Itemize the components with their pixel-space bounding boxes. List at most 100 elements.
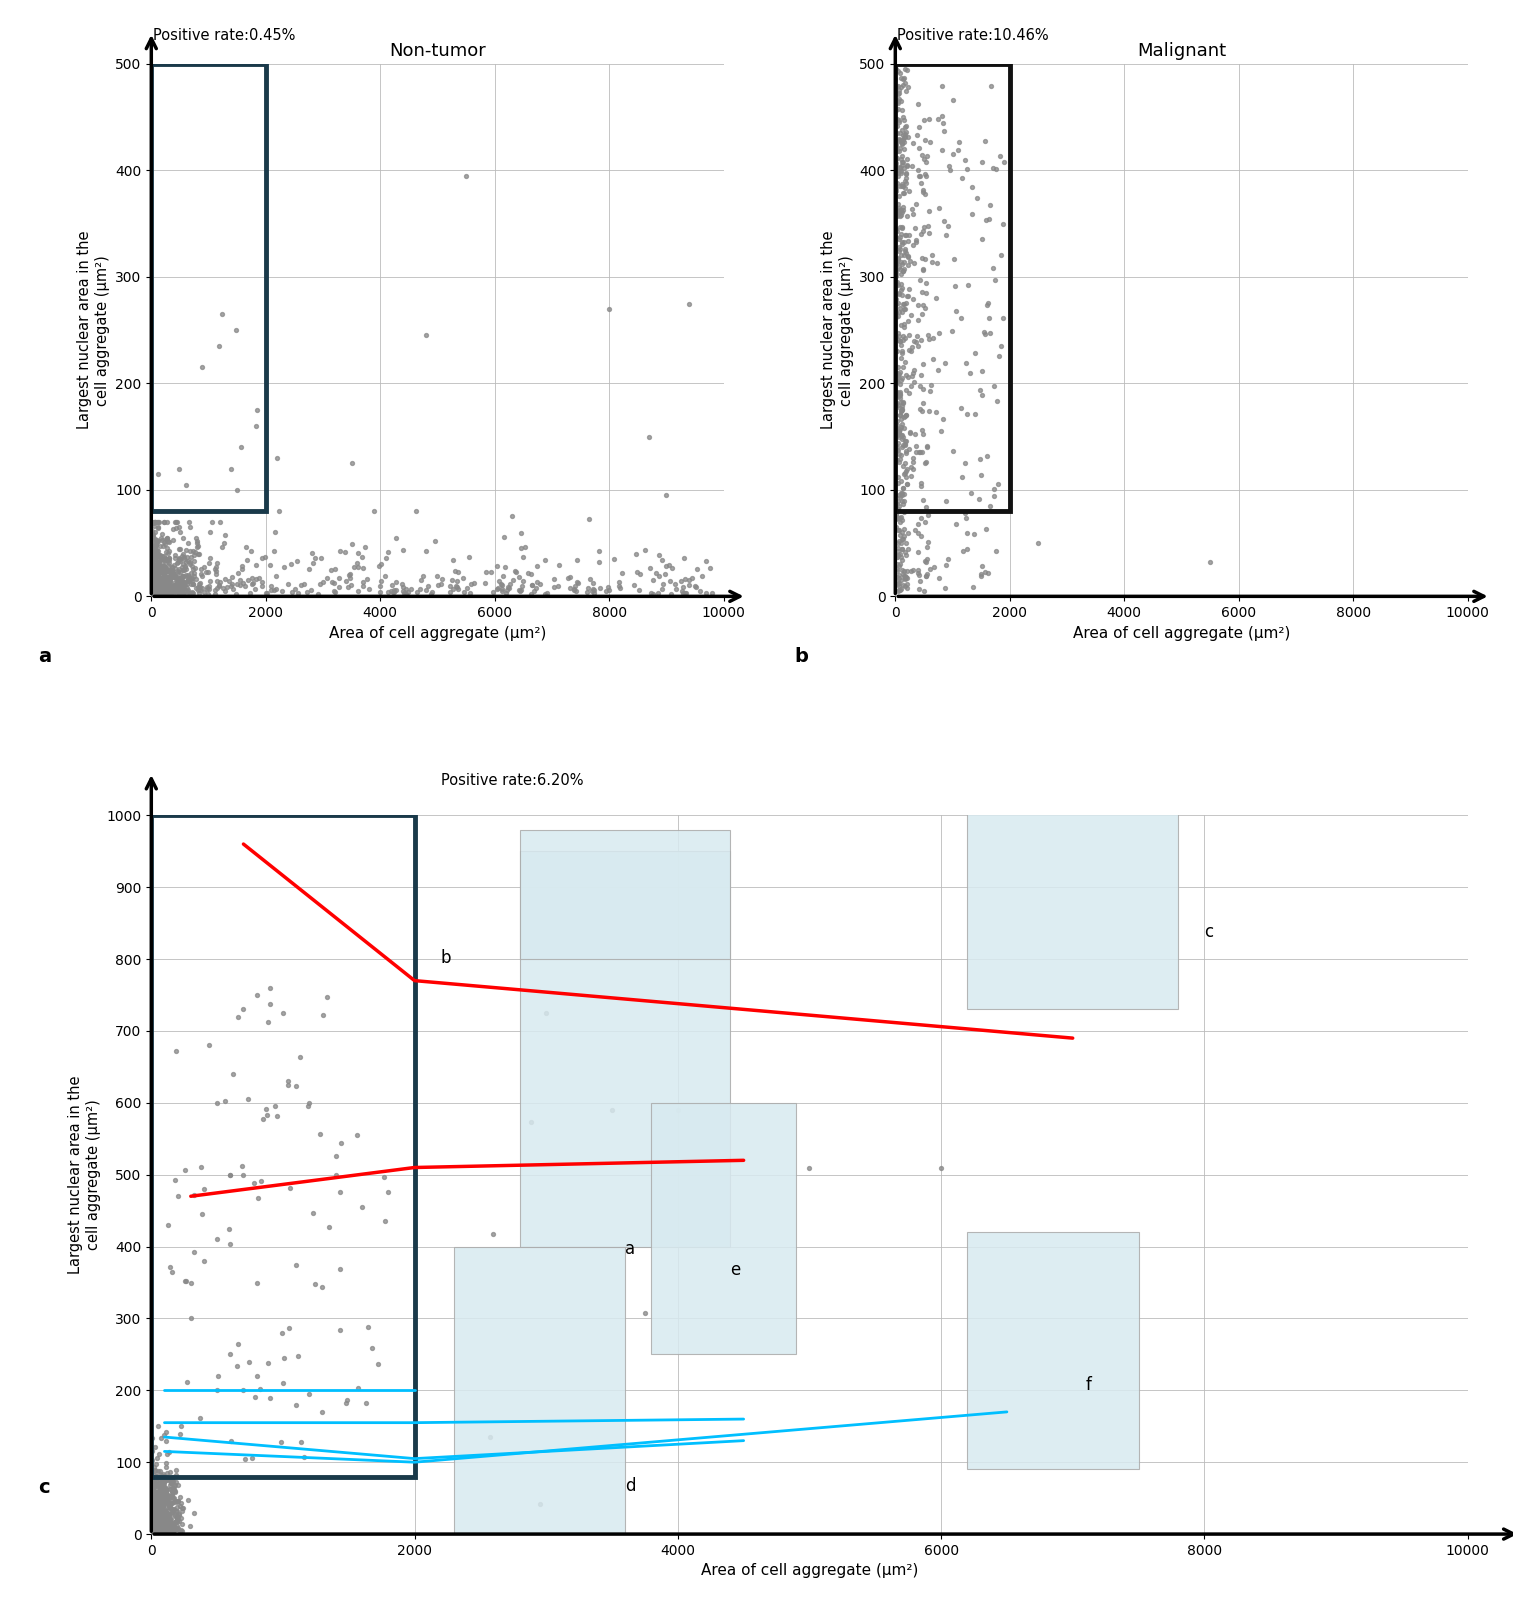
Point [142,1496,166,1521]
Point [153,1515,177,1540]
Point [156,582,180,607]
Point [183,526,207,551]
Point [887,272,911,297]
Point [884,147,908,173]
Point [177,569,201,594]
Point [147,1441,171,1467]
Point [263,1093,287,1119]
Point [888,577,912,602]
Point [887,542,911,567]
Point [283,575,307,601]
Point [154,556,179,582]
Point [174,1267,198,1293]
Point [150,1462,174,1488]
Point [144,1515,168,1540]
Point [962,521,986,547]
Point [176,582,200,607]
Point [498,570,522,596]
Point [166,567,191,593]
Point [887,137,911,163]
Point [168,1421,192,1446]
Point [427,572,451,598]
Point [654,483,678,508]
Point [970,358,994,384]
Point [950,539,974,564]
Point [890,390,914,415]
Point [182,1238,206,1264]
Point [890,200,914,225]
Point [154,1489,179,1515]
Point [888,406,912,431]
Point [218,1162,242,1187]
Point [911,422,935,447]
Point [141,575,165,601]
Point [1198,550,1223,575]
Point [144,561,168,586]
Point [185,566,209,591]
Point [150,1513,174,1539]
Point [797,1155,822,1181]
Point [885,113,909,139]
Point [150,1510,174,1536]
Point [309,545,333,570]
Point [446,559,471,585]
Point [884,505,908,531]
Point [147,1518,171,1544]
Point [171,542,195,567]
Point [172,543,197,569]
Point [154,1441,179,1467]
Point [153,564,177,590]
Point [147,1496,171,1521]
Point [154,1497,179,1523]
Point [251,1106,275,1131]
Point [153,1518,177,1544]
Point [166,556,191,582]
Point [150,1505,174,1531]
Point [908,267,932,292]
Point [885,360,909,385]
Point [148,1507,172,1532]
Point [150,1497,174,1523]
Point [142,567,166,593]
Point [896,364,920,390]
Point [141,558,165,583]
Point [165,575,189,601]
Point [159,1493,183,1518]
Point [908,374,932,400]
Point [165,575,189,601]
Point [493,555,517,580]
Point [887,494,911,519]
Point [171,526,195,551]
Point [150,1502,174,1528]
Point [906,539,930,564]
Point [182,562,206,588]
Point [519,561,543,586]
Point [664,577,688,602]
Point [145,1502,169,1528]
Bar [520,829,731,959]
Point [177,580,201,606]
Point [139,556,163,582]
Point [160,562,185,588]
Point [141,1475,165,1501]
Point [154,1478,179,1504]
Point [144,1494,168,1520]
Point [888,446,912,471]
Point [156,577,180,602]
Point [256,1350,280,1376]
Point [145,1493,169,1518]
Point [884,133,908,158]
Point [142,1488,166,1513]
Point [141,564,165,590]
Point [148,559,172,585]
Point [141,574,165,599]
Point [147,558,171,583]
Point [145,551,169,577]
Point [909,470,934,495]
Point [145,1486,169,1512]
Point [174,537,198,562]
Point [490,577,514,602]
Point [259,991,283,1016]
Point [921,347,946,372]
Point [139,564,163,590]
